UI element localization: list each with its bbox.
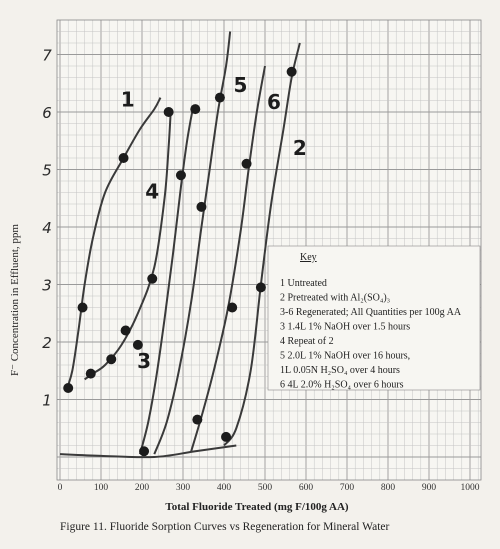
y-tick-labels: 1 2 3 4 5 6 7 <box>42 47 52 410</box>
series-line-4 <box>84 111 172 381</box>
data-point-series-3 <box>139 446 150 457</box>
x-tick-label: 100 <box>94 483 109 493</box>
series-label-5: 5 <box>233 73 247 97</box>
legend-entry: 6 4L 2.0% H₂SO₄ over 6 hours <box>280 380 404 391</box>
data-point-series-2 <box>221 431 232 442</box>
x-tick-label: 900 <box>422 483 437 493</box>
series-line-5 <box>153 31 232 455</box>
series-labels: 1 4 3 562 <box>121 73 307 373</box>
figure-caption: Figure 11. Fluoride Sorption Curves vs R… <box>60 521 389 533</box>
baseline <box>59 444 237 459</box>
legend-title: Key <box>300 252 317 263</box>
x-tick-label: 500 <box>258 483 273 493</box>
x-tick-label: 1000 <box>461 483 480 493</box>
series-label-4: 4 <box>145 179 159 203</box>
x-tick-label: 700 <box>340 483 355 493</box>
data-point-series-6 <box>227 302 238 313</box>
x-tick-label: 300 <box>176 483 191 493</box>
series-line-2 <box>223 42 301 447</box>
y-tick-label: 1 <box>42 392 52 410</box>
series-line-1 <box>65 97 162 392</box>
x-tick-label: 0 <box>58 483 63 493</box>
legend-entry: 3-6 Regenerated; All Quantities per 100g… <box>280 307 462 318</box>
legend-box <box>267 245 481 391</box>
y-tick-label: 6 <box>42 104 52 122</box>
y-tick-label: 3 <box>42 277 52 295</box>
legend-entry: 4 Repeat of 2 <box>280 336 334 347</box>
data-point-series-2 <box>286 66 297 77</box>
baseline-curve <box>59 444 237 459</box>
data-point-series-4 <box>132 339 143 350</box>
data-point-series-2 <box>255 282 266 293</box>
legend-entry: 1L 0.05N H₂SO₄ over 4 hours <box>280 365 400 376</box>
legend-key: Key 1 Untreated 2 Pretreated with Al₂(SO₄… <box>267 245 481 391</box>
legend-entry: 5 2.0L 1% NaOH over 16 hours, <box>280 351 410 362</box>
data-point-series-1 <box>63 383 74 393</box>
x-tick-label: 200 <box>135 483 150 493</box>
y-tick-label: 4 <box>42 219 52 237</box>
data-point-series-4 <box>85 368 96 379</box>
data-point-series-4 <box>106 354 117 365</box>
x-tick-label: 600 <box>299 483 314 493</box>
data-point-series-5 <box>196 201 207 212</box>
y-axis-label: F⁻ Concentration in Effluent, ppm <box>9 224 21 376</box>
y-tick-label: 7 <box>42 47 52 65</box>
data-point-series-6 <box>192 414 203 425</box>
series-line-6 <box>190 65 266 452</box>
x-tick-label: 800 <box>381 483 396 493</box>
data-point-series-1 <box>118 153 129 163</box>
series-label-1: 1 <box>121 87 135 111</box>
y-tick-label: 2 <box>42 334 52 352</box>
data-point-series-6 <box>241 158 252 169</box>
data-point-series-1 <box>77 302 88 313</box>
legend-entry: 2 Pretreated with Al₂(SO₄)₃ <box>280 293 390 304</box>
data-point-series-3 <box>190 104 201 115</box>
curves <box>65 31 301 455</box>
data-point-series-4 <box>120 325 131 336</box>
series-label-3: 3 <box>137 349 151 373</box>
series-label-6: 6 <box>267 90 281 114</box>
x-tick-label: 400 <box>217 483 232 493</box>
x-tick-labels: 0 100 200 300 400 500 600 700 800 900 1000 <box>58 483 480 493</box>
data-point-series-4 <box>163 107 174 117</box>
x-axis-label: Total Fluoride Treated (mg F/100g AA) <box>165 501 349 513</box>
data-point-series-5 <box>214 92 225 103</box>
points <box>63 66 297 457</box>
legend-entry: 1 Untreated <box>280 278 327 289</box>
series-label-2: 2 <box>293 136 307 160</box>
series-line-3 <box>138 106 195 455</box>
plot-border <box>56 19 482 481</box>
legend-entry: 3 1.4L 1% NaOH over 1.5 hours <box>280 322 410 333</box>
data-point-series-4 <box>147 273 158 284</box>
data-point-series-3 <box>175 170 186 181</box>
y-tick-label: 5 <box>42 162 52 180</box>
